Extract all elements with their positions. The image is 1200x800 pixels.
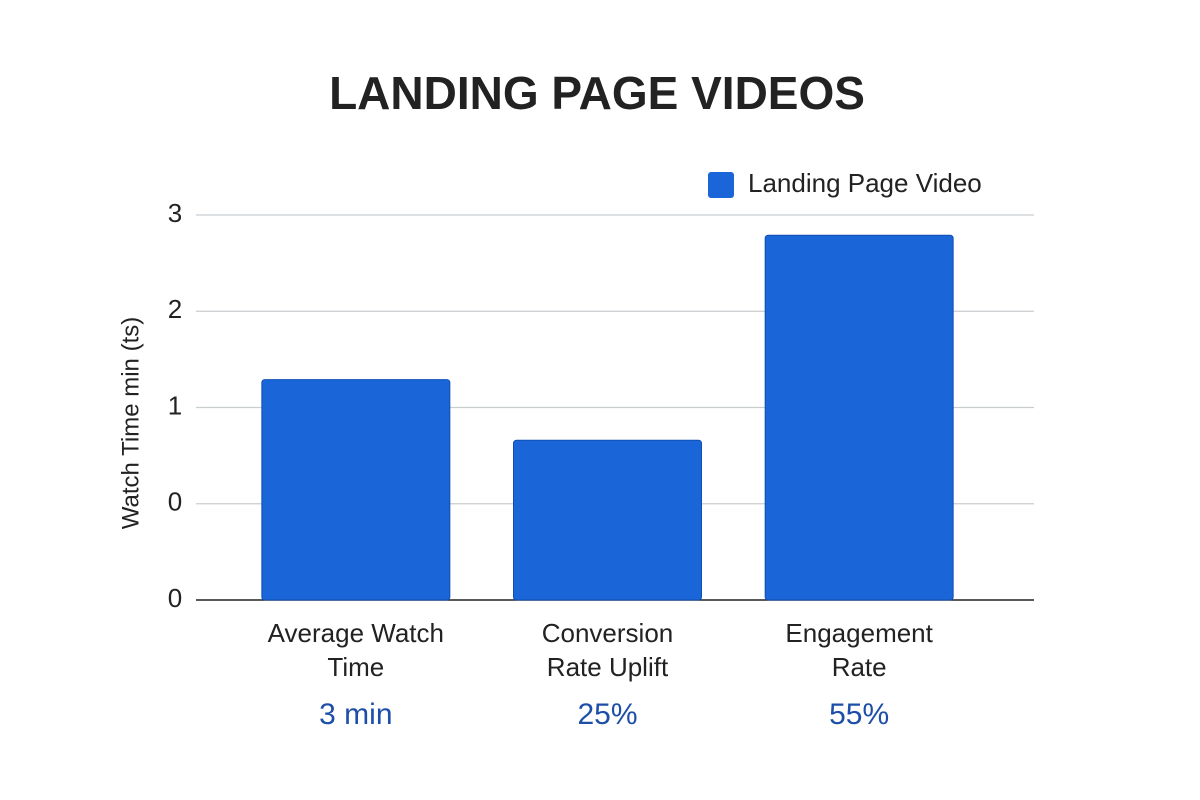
bar bbox=[513, 439, 702, 601]
y-tick-label: 0 bbox=[168, 487, 182, 517]
category-note: 25% bbox=[577, 698, 638, 731]
legend-swatch bbox=[708, 172, 734, 198]
category-note: 3 min bbox=[319, 698, 393, 731]
legend-label: Landing Page Video bbox=[748, 168, 982, 198]
y-axis-label: Watch Time min (ts) bbox=[117, 317, 144, 529]
x-tick-label: Conversion Rate Uplift bbox=[541, 618, 674, 682]
y-tick-label: 1 bbox=[168, 390, 182, 420]
bar bbox=[764, 234, 954, 601]
x-tick-label: Average Watch Time bbox=[267, 618, 444, 682]
y-tick-label: 2 bbox=[168, 294, 182, 324]
y-tick-label: 0 bbox=[168, 583, 182, 613]
y-tick-label: 3 bbox=[168, 198, 182, 228]
category-note: 55% bbox=[829, 698, 890, 731]
chart-title: LANDING PAGE VIDEOS bbox=[329, 67, 865, 119]
bar bbox=[261, 379, 451, 601]
x-tick-label: Engagement Rate bbox=[785, 618, 933, 682]
